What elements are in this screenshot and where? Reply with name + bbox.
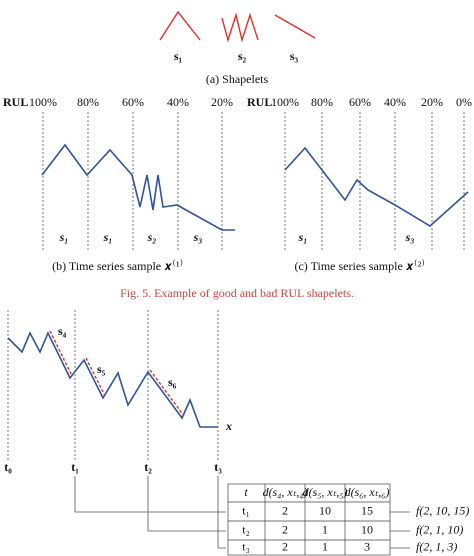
rul-label: RUL bbox=[3, 95, 28, 109]
shapelet-match bbox=[49, 330, 73, 377]
table-cell: t₃ bbox=[242, 539, 250, 553]
table-cell: 1 bbox=[322, 539, 328, 553]
time-label: t₁ bbox=[71, 460, 79, 474]
time-series bbox=[284, 146, 469, 227]
output-label: f(2, 1, 10) bbox=[416, 522, 463, 536]
table-header: t bbox=[244, 485, 248, 499]
percent-label: 80% bbox=[311, 95, 333, 109]
table-cell: 1 bbox=[322, 522, 328, 536]
table-cell: t₁ bbox=[242, 503, 250, 517]
percent-label: 60% bbox=[122, 95, 144, 109]
shapelet-match bbox=[149, 369, 185, 417]
shapelet-s2 bbox=[221, 12, 259, 43]
segment-label: s₃ bbox=[193, 230, 203, 244]
output-label: f(2, 1, 3) bbox=[416, 539, 457, 553]
shapelet-label: s₃ bbox=[290, 49, 299, 63]
shapelet-label: s₆ bbox=[168, 375, 177, 389]
caption: (c) Time series sample 𝒙⁽²⁾ bbox=[294, 259, 425, 273]
table-cell: 3 bbox=[364, 539, 370, 553]
shapelet-match bbox=[85, 357, 106, 397]
output-label: f(2, 10, 15) bbox=[416, 503, 469, 517]
shapelet-label: s₂ bbox=[238, 49, 247, 63]
percent-label: 40% bbox=[167, 95, 189, 109]
time-label: t₃ bbox=[214, 460, 222, 474]
table-header: d(s₅, xₜ,₅) bbox=[303, 485, 348, 499]
series-label: x bbox=[225, 419, 232, 433]
table-cell: 15 bbox=[361, 503, 373, 517]
percent-label: 80% bbox=[77, 95, 99, 109]
rul-label: RUL bbox=[247, 95, 272, 109]
table-cell: 10 bbox=[319, 503, 331, 517]
shapelet-label: s₄ bbox=[58, 324, 67, 338]
table-cell: t₂ bbox=[242, 522, 250, 536]
percent-label: 0% bbox=[456, 95, 472, 109]
shapelet-s1 bbox=[159, 10, 201, 41]
time-label: t₀ bbox=[4, 460, 12, 474]
table-cell: 2 bbox=[282, 522, 288, 536]
caption: (b) Time series sample 𝒙⁽¹⁾ bbox=[52, 259, 184, 273]
segment-label: s₁ bbox=[103, 230, 113, 244]
segment-label: s₁ bbox=[298, 230, 308, 244]
percent-label: 100% bbox=[29, 95, 57, 109]
percent-label: 60% bbox=[349, 95, 371, 109]
shapelet-label: s₁ bbox=[174, 49, 183, 63]
segment-label: s₁ bbox=[59, 230, 69, 244]
table-header: d(s₆, xₜ,₆) bbox=[345, 485, 390, 499]
arrows bbox=[74, 476, 410, 549]
table-header: d(s₄, xₜ,₄) bbox=[263, 485, 308, 499]
table-grid bbox=[227, 483, 391, 556]
percent-label: 40% bbox=[384, 95, 406, 109]
time-series bbox=[41, 143, 235, 231]
segment-label: s₂ bbox=[147, 230, 157, 244]
table-cell: 2 bbox=[282, 539, 288, 553]
percent-label: 100% bbox=[271, 95, 299, 109]
shapelet-label: s₅ bbox=[97, 362, 106, 376]
percent-label: 20% bbox=[211, 95, 233, 109]
percent-label: 20% bbox=[421, 95, 443, 109]
time-label: t₂ bbox=[144, 460, 152, 474]
segment-label: s₃ bbox=[405, 230, 415, 244]
table-cell: 2 bbox=[282, 503, 288, 517]
caption: (a) Shapelets bbox=[206, 72, 269, 86]
shapelet-s3 bbox=[274, 14, 316, 39]
figure-caption: Fig. 5. Example of good and bad RUL shap… bbox=[120, 286, 354, 300]
table-cell: 10 bbox=[361, 522, 373, 536]
time-series bbox=[7, 331, 218, 428]
